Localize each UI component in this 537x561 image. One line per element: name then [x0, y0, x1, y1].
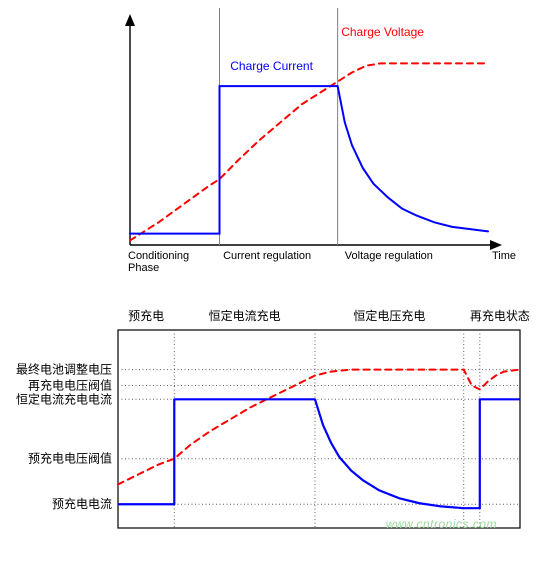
- phase-label-cc: 恒定电流充电: [209, 308, 281, 323]
- charge-current-label: Charge Current: [230, 59, 313, 73]
- phase-current-reg-label: Current regulation: [223, 250, 311, 262]
- bottom-frame: [118, 330, 520, 528]
- phase-label-recharge: 再充电状态: [470, 308, 530, 323]
- phase-label-cv: 恒定电压充电: [353, 308, 425, 323]
- charge-voltage-trace: [130, 63, 488, 240]
- y-threshold-label-precharge_v_thresh: 预充电电压阀值: [28, 451, 112, 466]
- y-threshold-label-cc_current: 恒定电流充电电流: [16, 391, 112, 406]
- phase-conditioning-label: ConditioningPhase: [128, 250, 189, 274]
- charge-current-trace: [130, 86, 488, 234]
- charge-voltage-label: Charge Voltage: [341, 25, 424, 39]
- bottom-current-trace: [118, 399, 520, 508]
- time-axis-label: Time: [492, 250, 516, 262]
- bottom-voltage-trace: [118, 370, 520, 485]
- figure-canvas: Charge Current Charge Voltage Conditioning…: [0, 0, 537, 561]
- y-threshold-label-precharge_current: 预充电电流: [52, 496, 112, 511]
- phase-label-precharge: 预充电: [128, 308, 164, 323]
- top-chart: Charge Current Charge Voltage Conditioning…: [0, 0, 537, 290]
- y-threshold-label-recharge_v_thresh: 再充电电压阀值: [28, 377, 112, 392]
- phase-voltage-reg-label: Voltage regulation: [345, 250, 433, 262]
- watermark-text: www.cntronics.com: [386, 517, 497, 531]
- y-threshold-label-final_voltage: 最终电池调整电压: [16, 362, 112, 377]
